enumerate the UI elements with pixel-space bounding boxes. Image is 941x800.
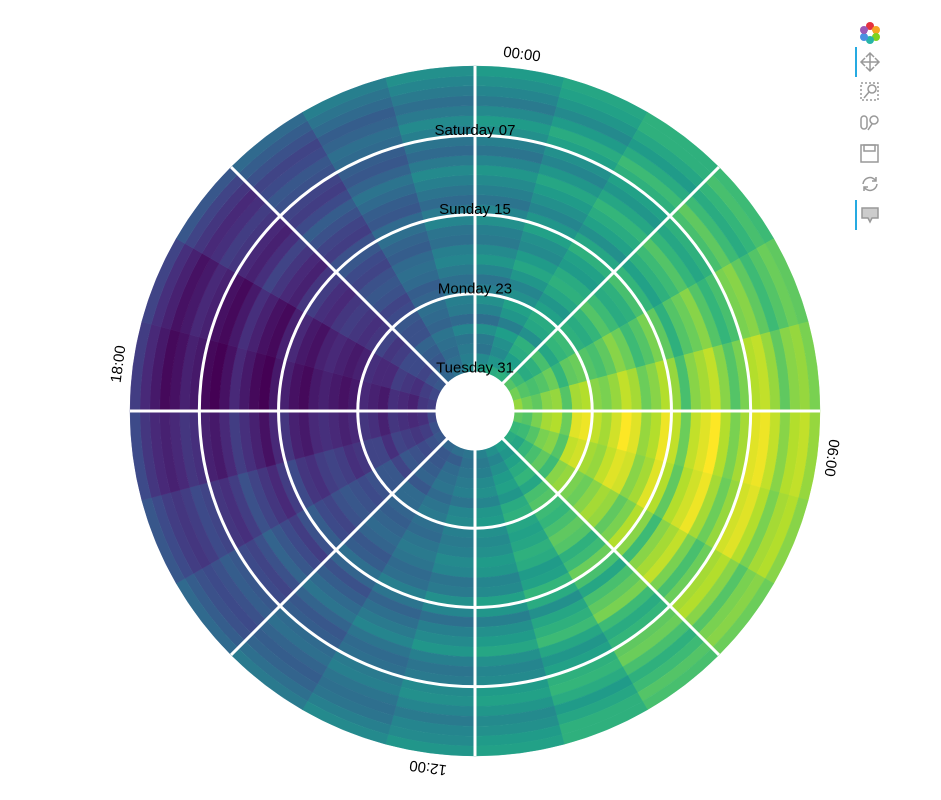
- sector-separator: [229, 165, 450, 386]
- heat-cell: [521, 395, 534, 412]
- toolbar: [855, 22, 881, 230]
- pan-tool[interactable]: [859, 51, 881, 73]
- bokeh-logo[interactable]: [860, 22, 880, 44]
- reset-tool[interactable]: [862, 176, 878, 192]
- sector-separator: [229, 436, 450, 657]
- labels: Tuesday 31 Monday 23 Sunday 15 Saturday 07 0…: [108, 44, 843, 779]
- wheel-zoom-tool[interactable]: [860, 115, 879, 131]
- hour-label: 00:00: [502, 44, 541, 66]
- hover-tool[interactable]: [861, 207, 879, 224]
- separators: [130, 66, 820, 756]
- sector-separator: [500, 436, 721, 657]
- day-label: Sunday 15: [439, 201, 511, 218]
- day-label: Tuesday 31: [436, 360, 514, 377]
- hour-label: 18:00: [108, 344, 130, 383]
- day-label: Saturday 07: [435, 122, 516, 139]
- hour-label: 06:00: [821, 438, 843, 477]
- box-zoom-tool[interactable]: [860, 82, 879, 101]
- ring-separator: [435, 371, 515, 451]
- heat-cell: [416, 410, 429, 427]
- save-tool[interactable]: [860, 144, 879, 163]
- sector-separator: [500, 165, 721, 386]
- day-label: Monday 23: [438, 280, 512, 297]
- hour-label: 12:00: [408, 757, 447, 779]
- heat-cell: [474, 457, 491, 470]
